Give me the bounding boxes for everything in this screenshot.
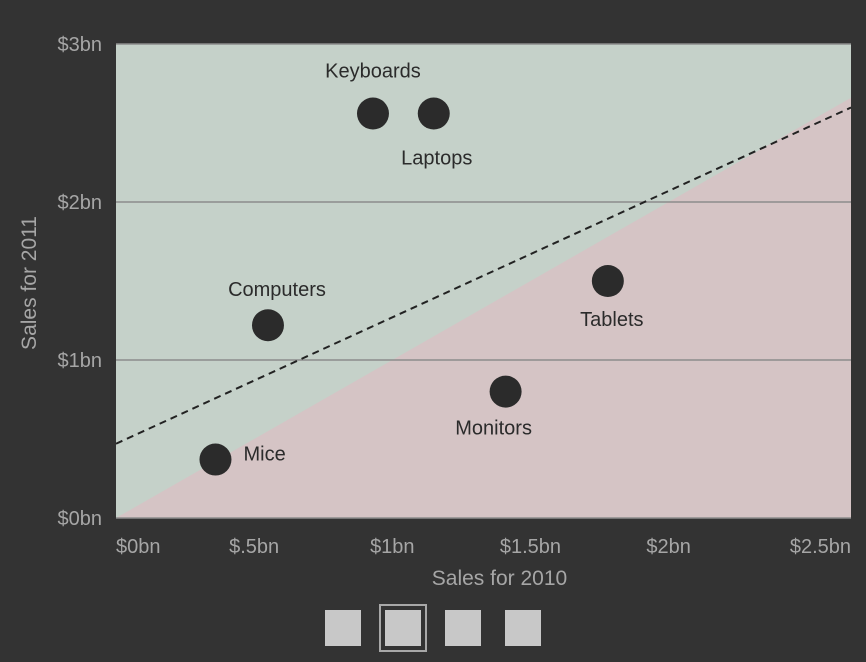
x-tick-label: $1.5bn bbox=[500, 536, 561, 558]
data-point bbox=[417, 97, 450, 130]
data-label: Computers bbox=[228, 279, 326, 301]
x-axis-title: Sales for 2010 bbox=[432, 567, 567, 590]
x-tick-label: $2.5bn bbox=[790, 536, 851, 558]
y-tick-label: $3bn bbox=[58, 34, 103, 56]
y-axis-title: Sales for 2011 bbox=[18, 216, 41, 350]
x-tick-label: $2bn bbox=[646, 536, 691, 558]
x-tick-label: $0bn bbox=[116, 536, 161, 558]
data-point bbox=[199, 443, 232, 476]
data-point bbox=[356, 97, 389, 130]
data-label: Mice bbox=[243, 444, 285, 466]
x-tick-label: $1bn bbox=[370, 536, 415, 558]
page-button-4[interactable] bbox=[505, 610, 541, 646]
data-label: Laptops bbox=[401, 148, 472, 170]
plot-area-below-diagonal bbox=[116, 97, 851, 518]
trendline bbox=[115, 106, 852, 445]
y-tick-label: $1bn bbox=[58, 350, 103, 372]
data-label: Monitors bbox=[455, 418, 532, 440]
y-tick-label: $0bn bbox=[58, 508, 103, 530]
x-tick-label: $.5bn bbox=[229, 536, 279, 558]
data-label: Tablets bbox=[580, 309, 643, 331]
data-point bbox=[489, 375, 522, 408]
page-button-2[interactable] bbox=[379, 604, 427, 652]
data-point bbox=[251, 309, 284, 342]
data-point bbox=[591, 265, 624, 297]
data-label: Keyboards bbox=[325, 61, 421, 83]
page-button-3[interactable] bbox=[445, 610, 481, 646]
y-tick-label: $2bn bbox=[58, 192, 103, 214]
page-button-1[interactable] bbox=[325, 610, 361, 646]
